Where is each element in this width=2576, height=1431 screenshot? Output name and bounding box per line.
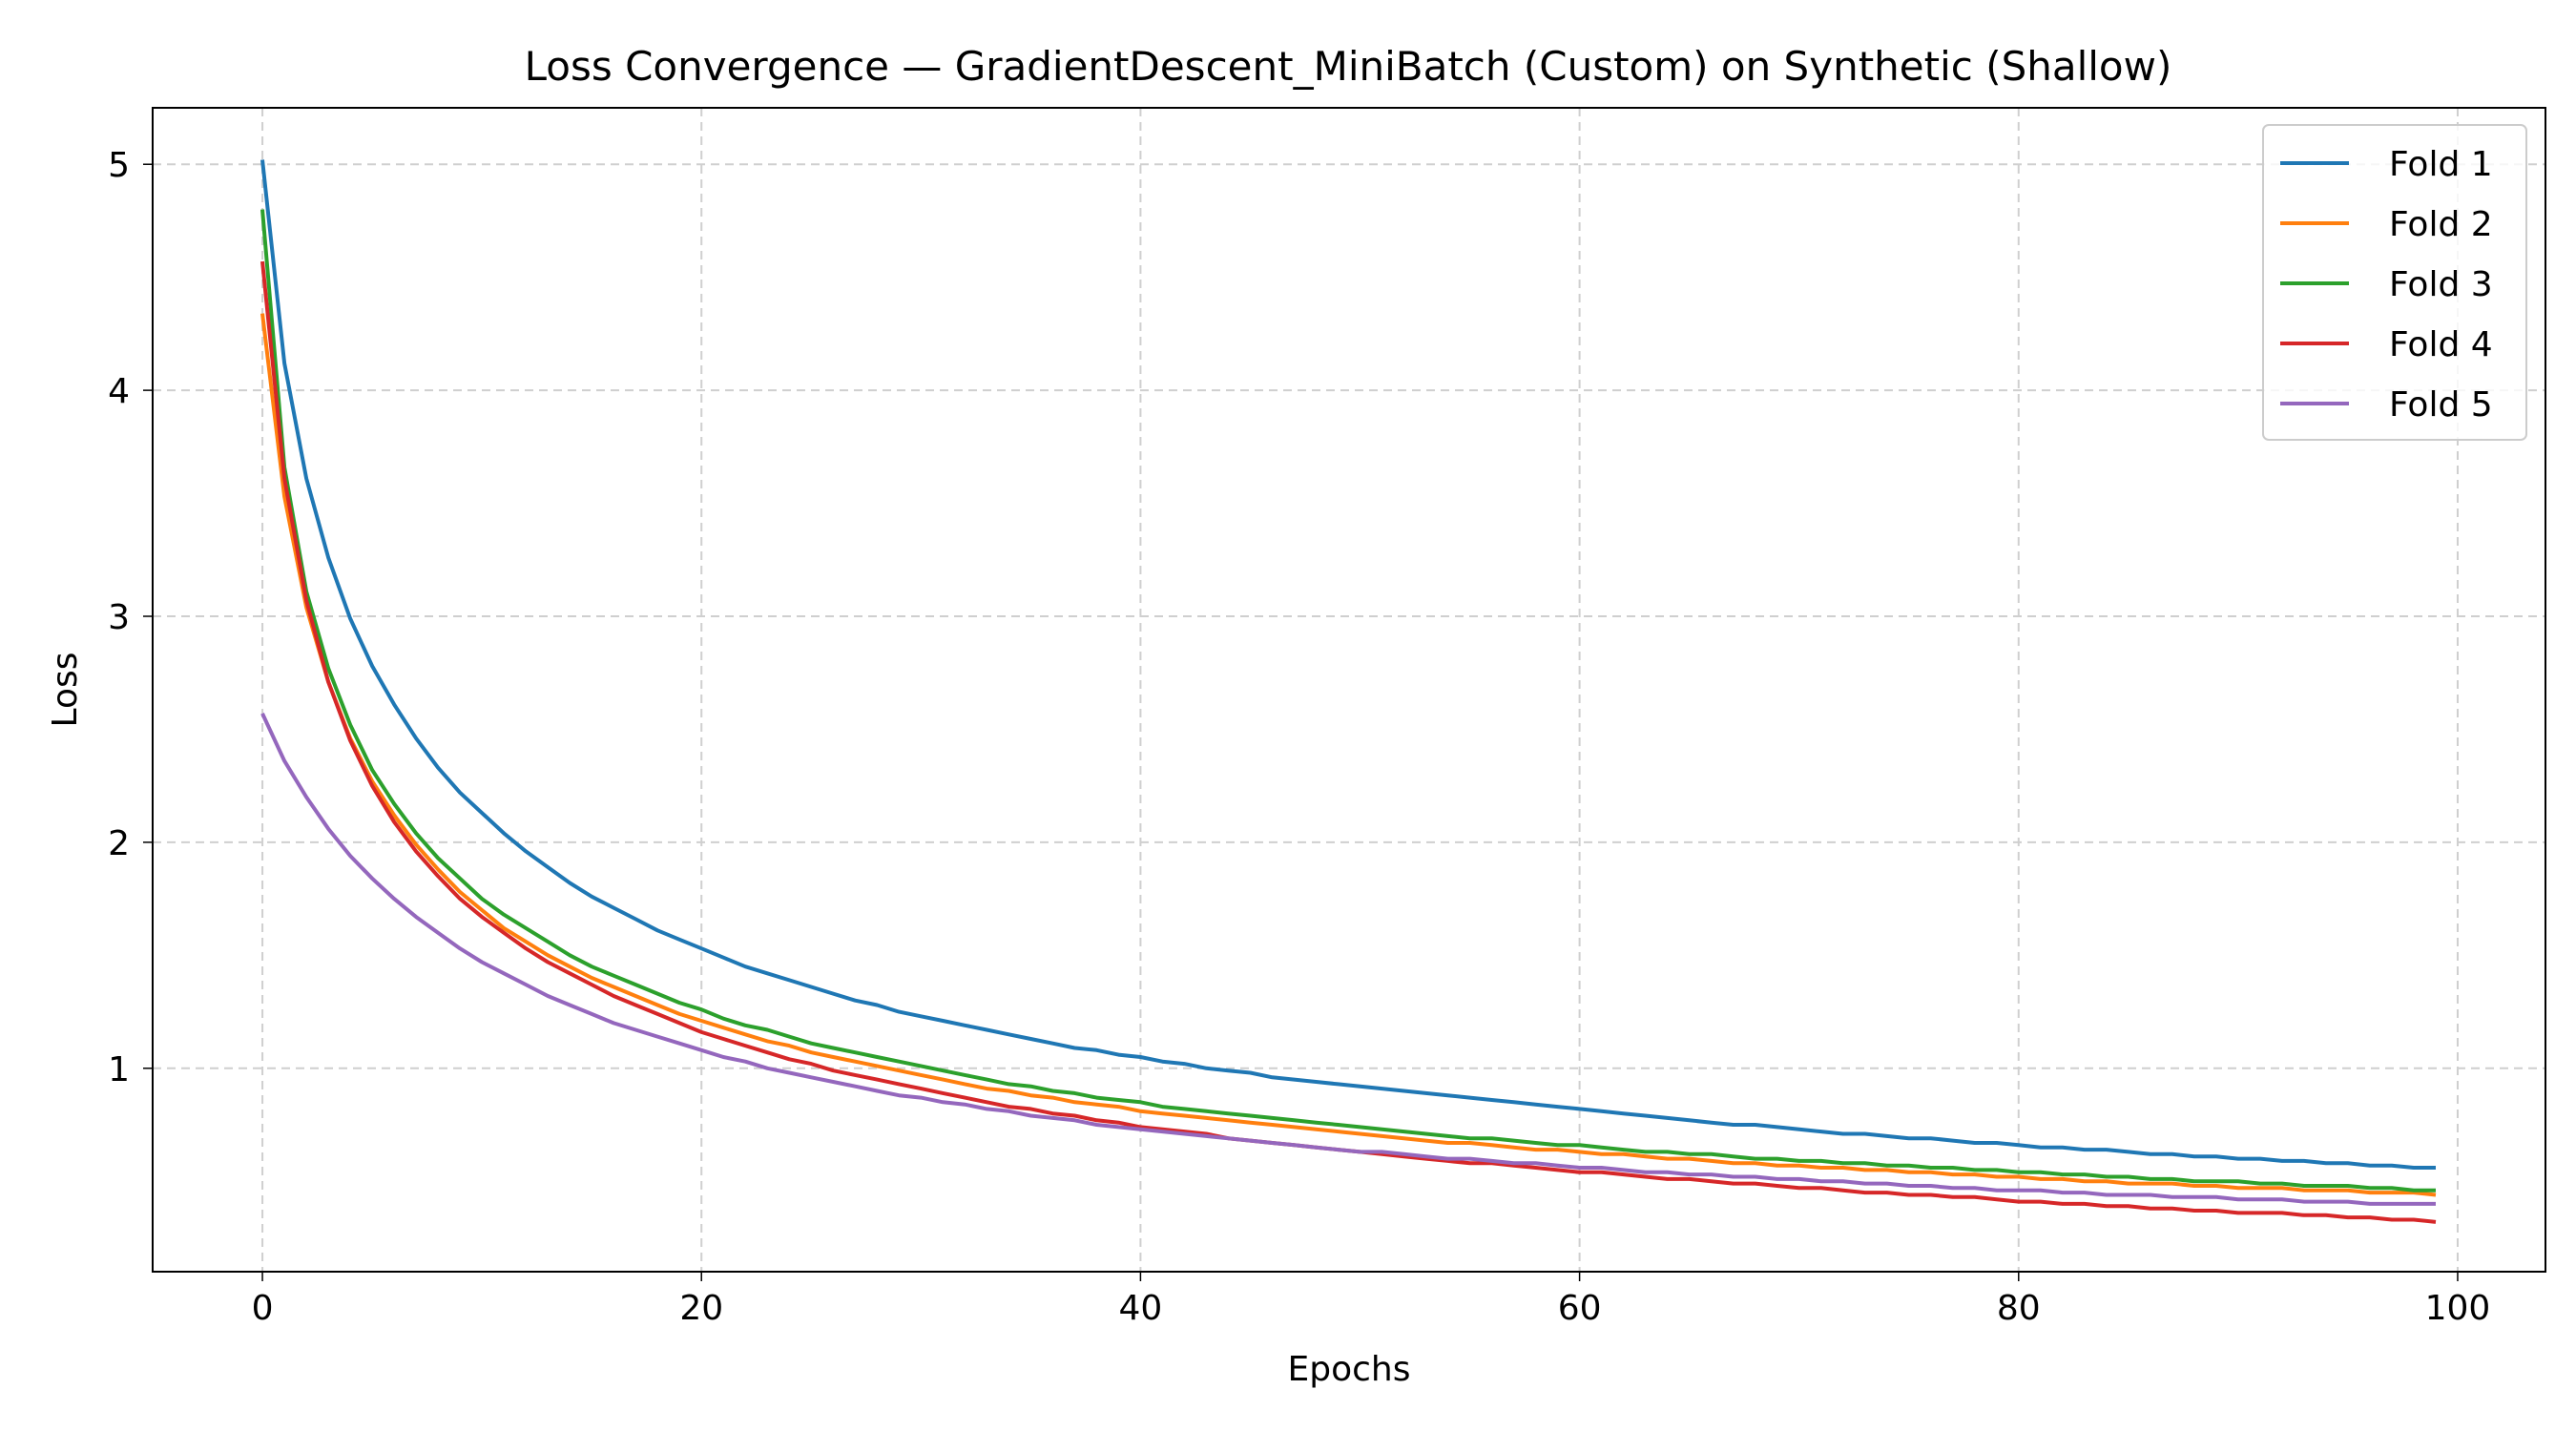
series-line-fold-1 — [260, 159, 2436, 1170]
x-tick-label: 20 — [679, 1289, 723, 1328]
y-tick-label: 5 — [108, 146, 130, 185]
axes-frame — [152, 107, 2546, 1273]
x-tick-label: 40 — [1119, 1289, 1163, 1328]
series-line-fold-2 — [260, 313, 2437, 1197]
legend-label-fold-2: Fold 2 — [2389, 205, 2493, 244]
x-tick-label: 0 — [252, 1289, 274, 1328]
plot-series — [260, 159, 2437, 1224]
x-tick-label: 80 — [1997, 1289, 2041, 1328]
series-line-fold-3 — [260, 209, 2436, 1192]
y-axis-label: Loss — [46, 653, 85, 728]
y-tick-label: 3 — [108, 598, 130, 637]
y-tick-label: 1 — [108, 1050, 130, 1089]
x-tick-label: 60 — [1558, 1289, 1602, 1328]
legend: Fold 1 Fold 2 Fold 3 Fold 4 Fold 5 — [2262, 124, 2527, 441]
x-axis-label: Epochs — [1288, 1350, 1411, 1389]
series-line-fold-5 — [260, 713, 2436, 1206]
legend-label-fold-4: Fold 4 — [2389, 325, 2493, 364]
legend-label-fold-3: Fold 3 — [2389, 265, 2493, 304]
x-tick-label: 100 — [2425, 1289, 2491, 1328]
legend-label-fold-5: Fold 5 — [2389, 385, 2493, 425]
legend-label-fold-1: Fold 1 — [2389, 145, 2493, 184]
gridlines — [153, 108, 2545, 1272]
chart-title: Loss Convergence — GradientDescent_MiniB… — [525, 43, 2172, 90]
y-tick-label: 2 — [108, 824, 130, 863]
legend-box — [2262, 124, 2527, 441]
axis-ticks: 0 20 40 60 80 100 1 2 3 4 5 — [108, 146, 2490, 1328]
y-tick-label: 4 — [108, 372, 130, 411]
